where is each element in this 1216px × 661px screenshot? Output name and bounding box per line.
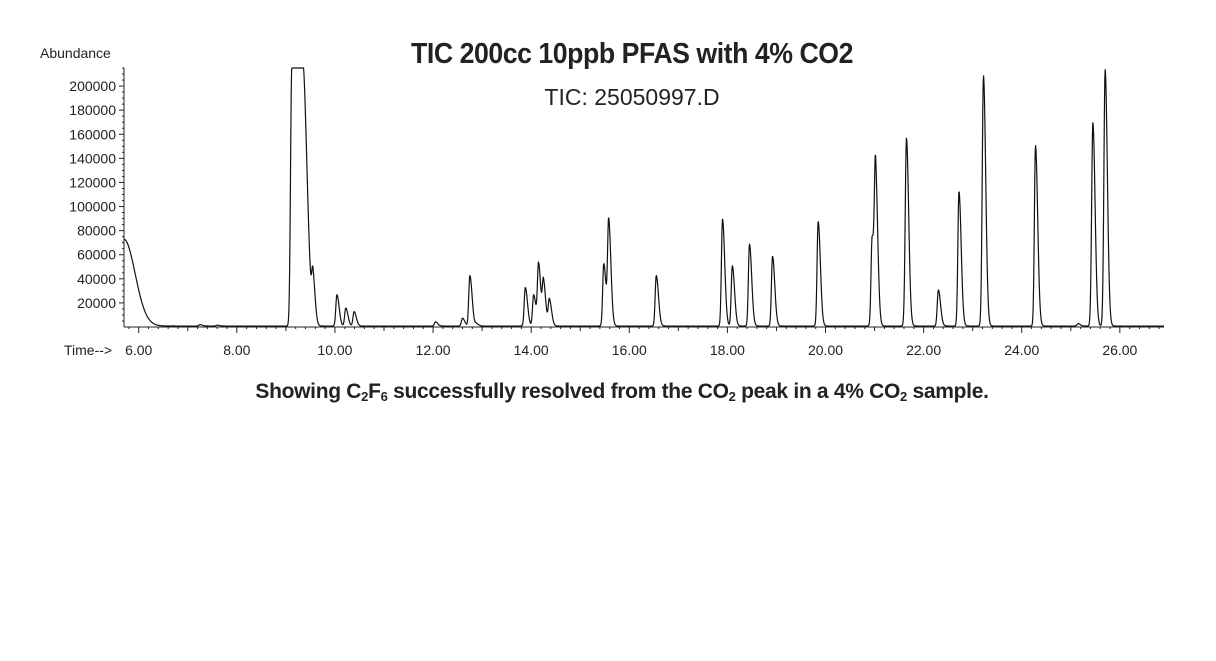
caption-text: peak in a 4% CO: [735, 380, 901, 403]
caption-text: Showing C: [255, 380, 362, 403]
x-tick-label: 10.00: [317, 342, 352, 358]
y-tick-label: 40000: [77, 271, 116, 287]
x-tick-label: 6.00: [125, 342, 152, 358]
x-tick-label: 26.00: [1102, 342, 1137, 358]
y-tick-label: 100000: [69, 199, 116, 215]
y-tick-label: 60000: [77, 247, 116, 263]
x-axis: 6.00 8.00 10.00 12.00 14.00 16.00 18.00 20.00 22…: [124, 326, 1164, 358]
chart-subtitle: TIC: 25050997.D: [544, 84, 720, 110]
caption-text: successfully resolved from the CO: [387, 380, 729, 403]
caption-subscript: 2: [900, 389, 907, 404]
caption-subscript: 6: [380, 389, 388, 404]
x-tick-label: 12.00: [416, 342, 451, 358]
caption-text: sample.: [906, 380, 989, 403]
x-tick-label: 22.00: [906, 342, 941, 358]
y-tick-label: 160000: [69, 126, 116, 142]
chart-title: TIC 200cc 10ppb PFAS with 4% CO2: [411, 38, 853, 70]
x-tick-label: 20.00: [808, 342, 843, 358]
y-axis-title: Abundance: [40, 45, 111, 61]
tic-trace-line: [123, 67, 1165, 327]
caption-subscript: 2: [361, 389, 369, 404]
x-tick-label: 24.00: [1004, 342, 1039, 358]
x-tick-label: 16.00: [612, 342, 647, 358]
caption-subscript: 2: [728, 389, 736, 404]
x-tick-label: 14.00: [514, 342, 549, 358]
x-axis-title: Time-->: [64, 342, 113, 358]
x-tick-label: 18.00: [710, 342, 745, 358]
y-tick-label: 200000: [69, 78, 116, 94]
y-tick-label: 180000: [69, 102, 116, 118]
y-tick-label: 120000: [69, 174, 116, 190]
figure-caption: Showing C2F6 successfully resolved from …: [160, 380, 1084, 404]
y-tick-label: 140000: [69, 150, 116, 166]
y-axis: 20000 40000 60000 80000 100000 120000 140000 16…: [69, 67, 125, 327]
y-tick-label: 80000: [77, 223, 116, 239]
x-tick-label: 8.00: [223, 342, 250, 358]
y-tick-label: 20000: [77, 295, 116, 311]
caption-text: F: [368, 380, 381, 403]
